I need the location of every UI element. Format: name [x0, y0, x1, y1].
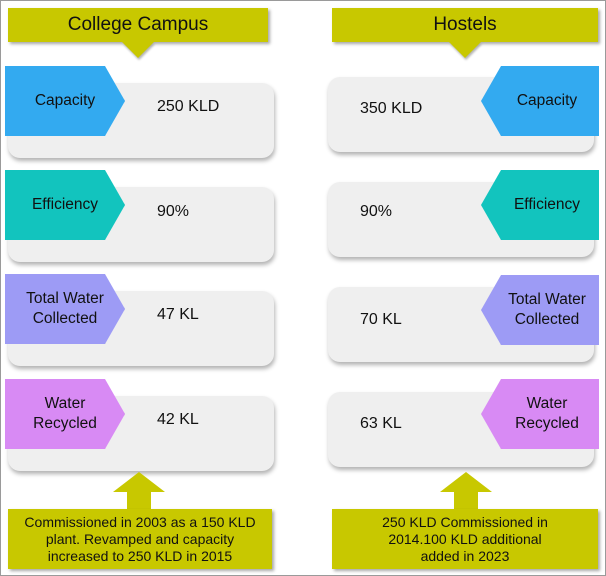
hostels-efficiency-label: Efficiency: [513, 196, 581, 213]
college-collected-label-line1: Total Water: [26, 290, 104, 307]
hostels-collected-value: 70 KL: [360, 311, 402, 328]
college-campus-header: College Campus: [8, 8, 268, 42]
college-collected-tag: Total Water Collected: [5, 274, 125, 344]
college-note-box: Commissioned in 2003 as a 150 KLD plant.…: [8, 509, 272, 569]
hostels-note-box: 250 KLD Commissioned in 2014.100 KLD add…: [332, 509, 598, 569]
college-efficiency-label: Efficiency: [31, 196, 99, 213]
college-recycled-label-line1: Water: [44, 395, 86, 412]
college-note-line3: increased to 250 KLD in 2015: [47, 547, 233, 564]
college-note-arrow: [113, 472, 165, 510]
college-campus-title: College Campus: [67, 14, 209, 35]
hostels-recycled-value: 63 KL: [360, 415, 402, 432]
hostels-recycled-label-line2: Recycled: [515, 415, 579, 432]
hostels-note-line3: added in 2023: [420, 547, 510, 564]
hostels-collected-tag: Total Water Collected: [481, 275, 599, 345]
hostels-efficiency-tag: Efficiency: [481, 170, 599, 240]
college-capacity-label: Capacity: [34, 92, 96, 109]
hostels-note-line1: 250 KLD Commissioned in: [382, 513, 548, 530]
college-collected-label-line2: Collected: [32, 310, 98, 327]
college-collected-value: 47 KL: [157, 306, 199, 323]
college-efficiency-tag: Efficiency: [5, 170, 125, 240]
college-note-line2: plant. Revamped and capacity: [45, 530, 235, 547]
hostels-header: Hostels: [332, 8, 598, 42]
college-recycled-value: 42 KL: [157, 411, 199, 428]
college-capacity-value: 250 KLD: [157, 98, 220, 115]
hostels-note-arrow: [440, 472, 492, 510]
hostels-recycled-tag: Water Recycled: [481, 379, 599, 449]
hostels-title: Hostels: [433, 14, 497, 35]
college-header-arrow: [122, 42, 154, 58]
hostels-collected-label-line2: Collected: [514, 311, 580, 328]
hostels-header-arrow: [449, 42, 481, 58]
college-efficiency-value: 90%: [157, 203, 190, 220]
hostels-efficiency-value: 90%: [360, 203, 393, 220]
college-note-line1: Commissioned in 2003 as a 150 KLD: [24, 513, 256, 530]
hostels-collected-label-line1: Total Water: [508, 291, 586, 308]
college-recycled-tag: Water Recycled: [5, 379, 125, 449]
hostels-capacity-tag: Capacity: [481, 66, 599, 136]
hostels-capacity-label: Capacity: [516, 92, 578, 109]
hostels-capacity-value: 350 KLD: [360, 100, 423, 117]
hostels-recycled-label-line1: Water: [526, 395, 568, 412]
college-capacity-tag: Capacity: [5, 66, 125, 136]
college-recycled-label-line2: Recycled: [33, 415, 97, 432]
hostels-note-line2: 2014.100 KLD additional: [388, 530, 542, 547]
